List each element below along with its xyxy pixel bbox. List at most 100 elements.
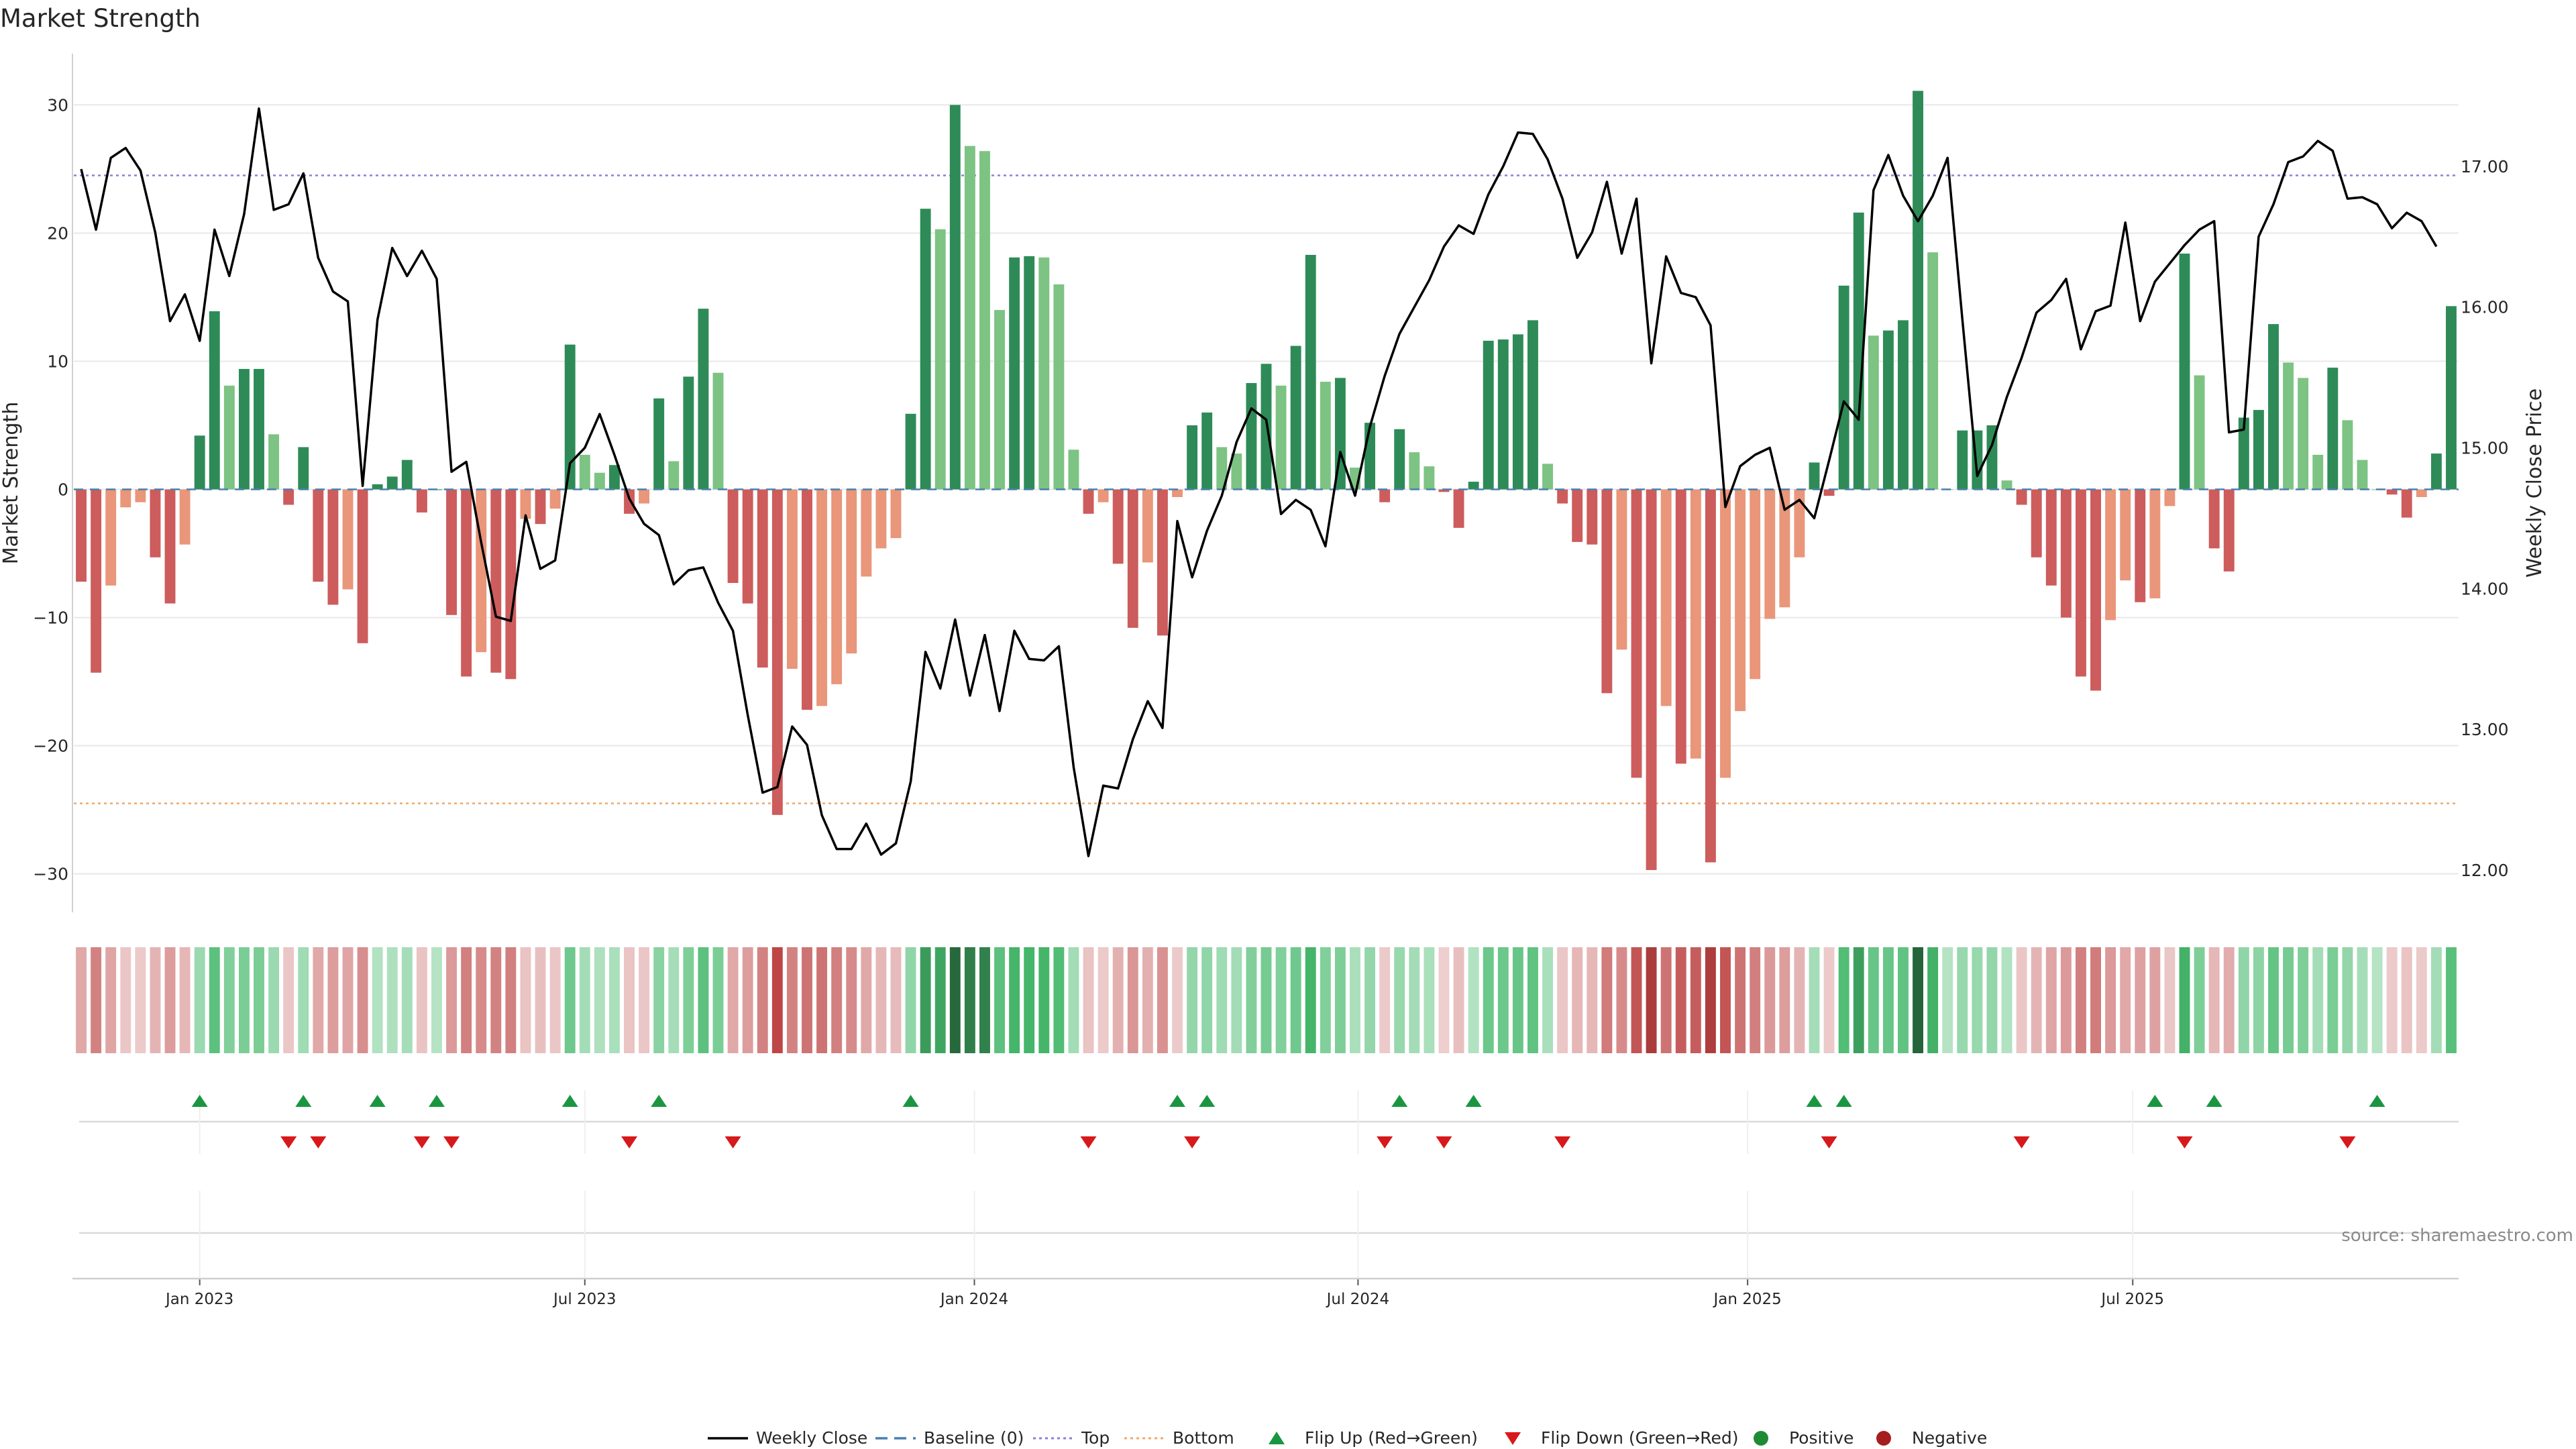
flip-up-marker <box>1806 1095 1823 1107</box>
strength-bar <box>313 489 324 582</box>
strength-bar <box>490 489 502 673</box>
strength-bar <box>1468 482 1479 490</box>
heatmap-cell <box>372 947 383 1053</box>
strength-bar <box>179 489 191 545</box>
heatmap-cell <box>76 947 87 1053</box>
heatmap-cell <box>535 947 546 1053</box>
heatmap-cell <box>1497 947 1509 1053</box>
legend-swatch-negative <box>1876 1431 1891 1446</box>
strength-bar <box>238 368 250 490</box>
strength-bar <box>1616 489 1627 650</box>
heatmap-cell <box>1764 947 1776 1053</box>
heatmap-cell <box>1246 947 1257 1053</box>
strength-bar <box>1246 382 1257 490</box>
heatmap-cell <box>150 947 161 1053</box>
heatmap-cell <box>401 947 413 1053</box>
strength-bar <box>2194 375 2205 490</box>
strength-bar <box>1631 489 1642 778</box>
y-right-tick-label: 15.00 <box>2461 439 2509 458</box>
strength-bar <box>2149 489 2161 598</box>
strength-bar <box>1438 489 1450 492</box>
strength-bar <box>342 489 354 590</box>
strength-bar <box>2060 489 2072 618</box>
axes: 30 20 10 0 −10 −20 −30 17.00 16.00 15.00 14.00 13.0… <box>33 54 2509 912</box>
legend-label: Flip Up (Red→Green) <box>1305 1428 1478 1448</box>
strength-heatmap-strip <box>76 947 2457 1053</box>
strength-bar <box>1512 334 1523 490</box>
strength-bar <box>1127 489 1138 628</box>
heatmap-cell <box>1187 947 1198 1053</box>
flip-up-marker <box>1465 1095 1482 1107</box>
legend-item: Top <box>1033 1428 1110 1448</box>
y-left-tick-label: 20 <box>47 223 68 243</box>
heatmap-cell <box>313 947 324 1053</box>
strength-bar <box>2430 453 2442 490</box>
strength-bar <box>372 484 383 490</box>
strength-bar <box>1868 335 1879 490</box>
legend-item: Positive <box>1754 1428 1854 1448</box>
strength-bar <box>2312 454 2324 490</box>
legend-label: Bottom <box>1173 1428 1234 1448</box>
heatmap-cell <box>2045 947 2057 1053</box>
y-left-tick-label: −20 <box>33 737 68 756</box>
heatmap-cell <box>1438 947 1450 1053</box>
heatmap-cell <box>1127 947 1138 1053</box>
strength-bar <box>2164 489 2176 506</box>
strength-bar <box>964 146 975 490</box>
heatmap-cell <box>1527 947 1538 1053</box>
strength-bar <box>1453 489 1464 528</box>
heatmap-cell <box>712 947 724 1053</box>
heatmap-cell <box>1572 947 1583 1053</box>
heatmap-cell <box>2386 947 2398 1053</box>
heatmap-cell <box>2179 947 2190 1053</box>
heatmap-cell <box>639 947 650 1053</box>
flip-up-marker <box>1391 1095 1408 1107</box>
heatmap-cell <box>342 947 354 1053</box>
heatmap-cell <box>2149 947 2161 1053</box>
strength-bar <box>1497 339 1509 490</box>
strength-bar <box>1142 489 1153 563</box>
heatmap-cell <box>490 947 502 1053</box>
flip-down-marker <box>443 1136 460 1148</box>
flip-up-marker <box>1835 1095 1852 1107</box>
heatmap-cell <box>1231 947 1242 1053</box>
strength-bar <box>698 309 709 490</box>
strength-bar <box>223 385 235 490</box>
heatmap-cell <box>446 947 458 1053</box>
strength-bar <box>1157 489 1168 636</box>
strength-bar <box>1542 464 1553 490</box>
strength-bar <box>209 311 220 490</box>
heatmap-cell <box>2223 947 2235 1053</box>
flip-down-marker <box>413 1136 430 1148</box>
legend-item: Weekly Close <box>708 1428 867 1448</box>
strength-bar <box>1660 489 1672 706</box>
strength-bar <box>875 489 887 549</box>
strength-bar <box>1601 489 1613 694</box>
y-left-tick-label: 10 <box>47 352 68 372</box>
heatmap-cell <box>1690 947 1701 1053</box>
heatmap-cell <box>1705 947 1716 1053</box>
heatmap-cell <box>1646 947 1657 1053</box>
strength-bar <box>653 398 665 490</box>
y-right-tick-label: 17.00 <box>2461 157 2509 176</box>
strength-bar <box>1216 447 1228 490</box>
legend-item: Bottom <box>1124 1428 1234 1448</box>
strength-bar <box>135 489 146 502</box>
flip-up-marker <box>428 1095 445 1107</box>
flip-down-marker <box>1821 1136 1837 1148</box>
strength-bar <box>564 344 576 490</box>
strength-bar <box>327 489 339 605</box>
month-label: Jul 2023 <box>552 1291 616 1308</box>
strength-bar <box>579 454 590 490</box>
strength-bar <box>2120 489 2131 581</box>
strength-bar <box>2179 254 2190 490</box>
strength-bar <box>2253 410 2264 490</box>
flip-down-marker <box>310 1136 327 1148</box>
strength-bar <box>1172 489 1183 498</box>
source-note: source: sharemaestro.com <box>2341 1226 2573 1246</box>
heatmap-cell <box>283 947 294 1053</box>
strength-bar <box>1794 489 1805 557</box>
y-right-tick-label: 16.00 <box>2461 298 2509 317</box>
heatmap-cell <box>1275 947 1287 1053</box>
strength-bar <box>505 489 517 680</box>
